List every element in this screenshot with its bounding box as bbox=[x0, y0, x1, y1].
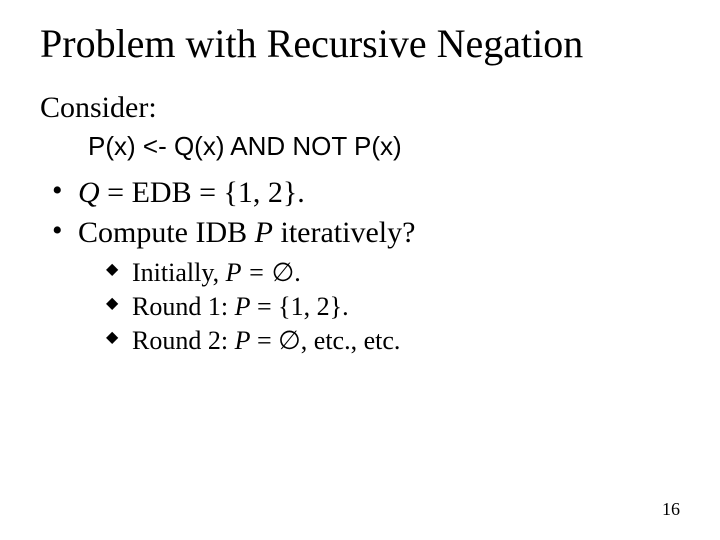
initially-ital: P = bbox=[226, 258, 272, 287]
bullet-q-edb: Q = EDB = {1, 2}. bbox=[48, 176, 680, 210]
sub-round2: Round 2: P = ∅, etc., etc. bbox=[106, 326, 680, 356]
round1-post: = {1, 2}. bbox=[250, 292, 348, 321]
initially-sym: ∅ bbox=[272, 258, 295, 287]
rule-code: P(x) <- Q(x) AND NOT P(x) bbox=[88, 131, 680, 162]
p-symbol: P bbox=[255, 216, 273, 249]
page-number: 16 bbox=[662, 499, 680, 520]
round2-pre: Round 2: bbox=[132, 326, 235, 355]
slide-title: Problem with Recursive Negation bbox=[40, 20, 680, 67]
consider-label: Consider: bbox=[40, 91, 680, 125]
outer-list: Q = EDB = {1, 2}. Compute IDB P iterativ… bbox=[48, 176, 680, 356]
q-symbol: Q bbox=[78, 176, 100, 209]
round1-pre: Round 1: bbox=[132, 292, 235, 321]
inner-list: Initially, P = ∅. Round 1: P = {1, 2}. R… bbox=[106, 258, 680, 356]
round1-ital: P bbox=[235, 292, 251, 321]
round2-mid: = bbox=[250, 326, 278, 355]
sub-initially: Initially, P = ∅. bbox=[106, 258, 680, 288]
initially-pre: Initially, bbox=[132, 258, 226, 287]
edb-text: = EDB = {1, 2}. bbox=[100, 176, 305, 209]
sub-round1: Round 1: P = {1, 2}. bbox=[106, 292, 680, 322]
bullet-compute: Compute IDB P iteratively? Initially, P … bbox=[48, 216, 680, 356]
round2-ital: P bbox=[235, 326, 251, 355]
initially-post: . bbox=[294, 258, 301, 287]
round2-post: , etc., etc. bbox=[301, 326, 401, 355]
compute-post: iteratively? bbox=[273, 216, 415, 249]
compute-pre: Compute IDB bbox=[78, 216, 255, 249]
round2-sym: ∅ bbox=[278, 326, 301, 355]
slide: Problem with Recursive Negation Consider… bbox=[0, 0, 720, 540]
